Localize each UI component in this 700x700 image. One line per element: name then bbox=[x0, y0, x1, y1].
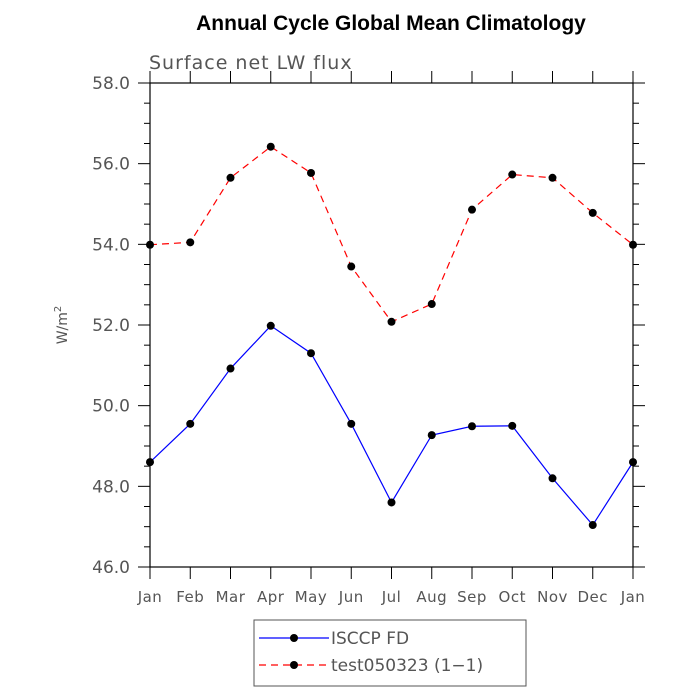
data-point bbox=[347, 262, 356, 271]
data-point bbox=[307, 168, 315, 177]
y-tick-label: 56.0 bbox=[92, 155, 130, 175]
data-point bbox=[588, 521, 597, 530]
legend-box bbox=[253, 619, 527, 687]
data-point bbox=[186, 419, 195, 428]
data-point bbox=[629, 458, 637, 467]
data-point bbox=[307, 349, 315, 358]
y-tick-label: 58.0 bbox=[92, 74, 130, 94]
y-axis-label: W/m2 bbox=[53, 306, 71, 345]
data-point bbox=[427, 431, 436, 440]
data-point bbox=[226, 364, 235, 373]
y-axis-label-base: W/m bbox=[55, 312, 71, 344]
data-point bbox=[146, 458, 154, 467]
x-tick-label: Jul bbox=[381, 588, 402, 606]
legend-marker-isccp bbox=[290, 634, 298, 642]
y-tick-label: 50.0 bbox=[92, 397, 130, 417]
x-tick-label: Sep bbox=[457, 588, 487, 606]
x-tick-labels: Jan Feb Mar Apr May Jun Jul Aug Sep Oct Nov Dec Jan bbox=[137, 588, 646, 606]
x-tick-label: Dec bbox=[577, 588, 608, 606]
x-tick-label: Feb bbox=[176, 588, 204, 606]
data-point bbox=[347, 419, 356, 428]
axis-ticks bbox=[138, 71, 645, 579]
x-tick-label: Oct bbox=[499, 588, 526, 606]
chart-subtitle: Surface net LW flux bbox=[149, 52, 353, 74]
data-point bbox=[186, 238, 195, 247]
data-point bbox=[146, 240, 154, 249]
y-tick-label: 52.0 bbox=[92, 316, 130, 336]
x-tick-label: Nov bbox=[537, 588, 568, 606]
series-layer bbox=[146, 142, 637, 530]
data-point bbox=[548, 173, 557, 182]
legend-marker-test bbox=[290, 661, 298, 669]
y-tick-label: 54.0 bbox=[92, 235, 130, 255]
x-tick-label: May bbox=[295, 588, 328, 606]
data-point bbox=[468, 205, 476, 214]
data-point bbox=[588, 208, 597, 217]
data-point bbox=[508, 170, 517, 179]
data-point bbox=[508, 421, 517, 430]
data-point bbox=[266, 142, 275, 151]
x-tick-label: Jun bbox=[338, 588, 364, 606]
x-tick-label: Apr bbox=[257, 588, 285, 606]
series-line-1 bbox=[149, 145, 634, 323]
legend: ISCCP FD test050323 (1−1) bbox=[253, 619, 527, 687]
data-point bbox=[387, 317, 396, 326]
series-line-0 bbox=[149, 325, 634, 527]
x-tick-label: Aug bbox=[416, 588, 447, 606]
svg-text:W/m2: W/m2 bbox=[53, 306, 71, 345]
x-tick-label: Mar bbox=[216, 588, 246, 606]
x-tick-label: Jan bbox=[620, 588, 646, 606]
y-tick-labels: 46.0 48.0 50.0 52.0 54.0 56.0 58.0 bbox=[92, 74, 130, 578]
data-point bbox=[387, 498, 396, 507]
data-point bbox=[548, 474, 557, 483]
data-point bbox=[226, 173, 235, 182]
y-tick-label: 48.0 bbox=[92, 477, 130, 497]
data-point bbox=[629, 240, 637, 249]
data-point bbox=[427, 300, 436, 309]
chart-title: Annual Cycle Global Mean Climatology bbox=[196, 12, 586, 35]
y-tick-label: 46.0 bbox=[92, 558, 130, 578]
y-axis-label-superscript: 2 bbox=[53, 306, 64, 312]
legend-label-test: test050323 (1−1) bbox=[331, 656, 483, 676]
data-point bbox=[266, 321, 275, 330]
legend-label-isccp: ISCCP FD bbox=[331, 629, 409, 649]
x-tick-label: Jan bbox=[137, 588, 163, 606]
data-point bbox=[468, 422, 476, 431]
